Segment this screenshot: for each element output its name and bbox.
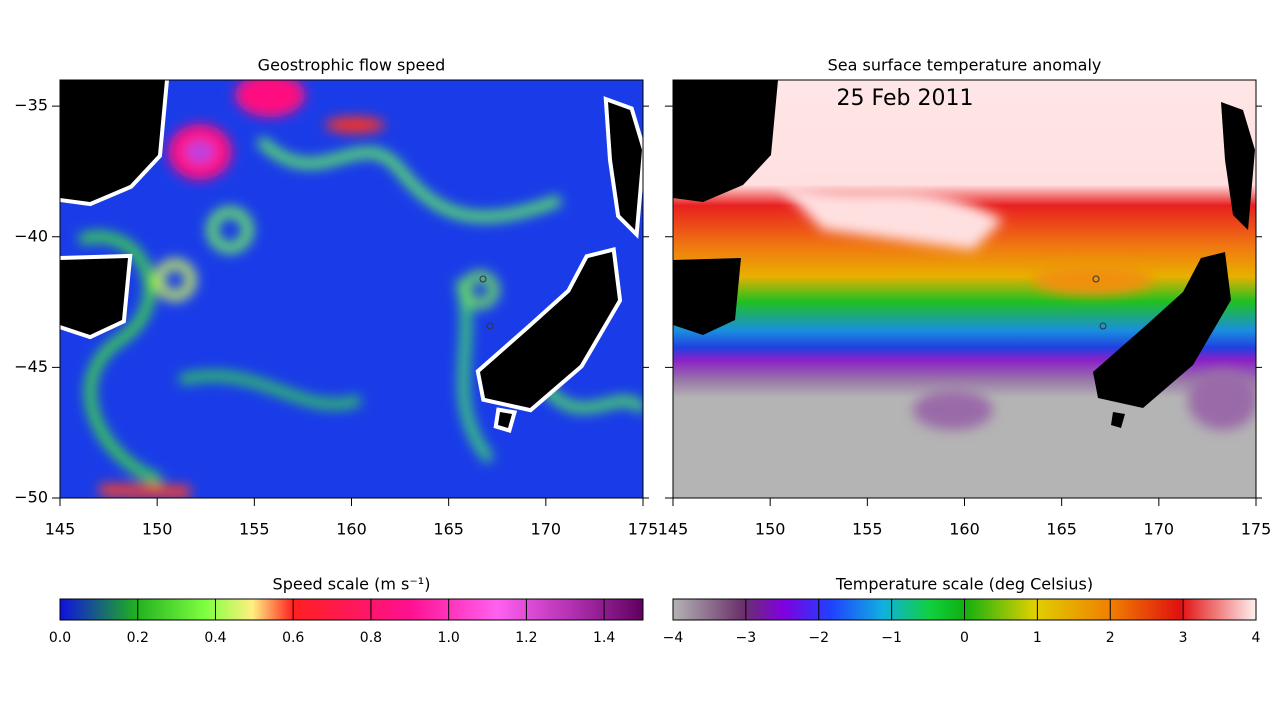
x-tick-label: 160 <box>336 520 367 539</box>
colorbar-tick-label: 1.2 <box>515 630 537 646</box>
y-tick-label: −45 <box>14 357 48 376</box>
sst-field <box>673 80 1256 498</box>
colorbar-tick-label: 2 <box>1106 630 1115 646</box>
colorbar-tick-label: 0.0 <box>49 630 71 646</box>
x-tick-label: 145 <box>658 520 689 539</box>
x-tick-label: 175 <box>628 520 659 539</box>
colorbar-tick-label: 0.6 <box>282 630 304 646</box>
colorbar-tick-label: 1.4 <box>593 630 615 646</box>
colorbar-tick-label: 1.0 <box>438 630 460 646</box>
colorbar-label: Speed scale (m s⁻¹) <box>273 575 431 594</box>
colorbar-tick-label: 3 <box>1179 630 1188 646</box>
colorbar-tick-label: −2 <box>808 630 829 646</box>
x-tick-label: 170 <box>1144 520 1175 539</box>
x-tick-label: 155 <box>852 520 883 539</box>
colorbar-tick-label: 4 <box>1252 630 1261 646</box>
colorbar-tick-label: 1 <box>1033 630 1042 646</box>
y-tick-label: −40 <box>14 226 48 245</box>
x-tick-label: 150 <box>755 520 786 539</box>
panel-title: Sea surface temperature anomaly <box>828 56 1102 75</box>
speed-field <box>60 80 643 498</box>
panel-title: Geostrophic flow speed <box>258 56 446 75</box>
x-tick-label: 160 <box>949 520 980 539</box>
x-tick-label: 155 <box>239 520 270 539</box>
x-tick-label: 150 <box>142 520 173 539</box>
date-label: 25 Feb 2011 <box>837 86 974 111</box>
colorbar-tick-label: 0.2 <box>127 630 149 646</box>
colorbar-tick-label: 0.4 <box>204 630 226 646</box>
colorbar-tick-label: 0 <box>960 630 969 646</box>
x-tick-label: 165 <box>1046 520 1077 539</box>
colorbar <box>59 598 644 621</box>
y-tick-label: −35 <box>14 96 48 115</box>
colorbar-tick-label: 0.8 <box>360 630 382 646</box>
colorbar-tick-label: −1 <box>881 630 902 646</box>
x-tick-label: 170 <box>531 520 562 539</box>
x-tick-label: 175 <box>1241 520 1272 539</box>
colorbar-tick-label: −4 <box>663 630 684 646</box>
colorbar-label: Temperature scale (deg Celsius) <box>835 575 1093 594</box>
colorbar-tick-label: −3 <box>736 630 757 646</box>
x-tick-label: 165 <box>433 520 464 539</box>
x-tick-label: 145 <box>45 520 76 539</box>
y-tick-label: −50 <box>14 488 48 507</box>
